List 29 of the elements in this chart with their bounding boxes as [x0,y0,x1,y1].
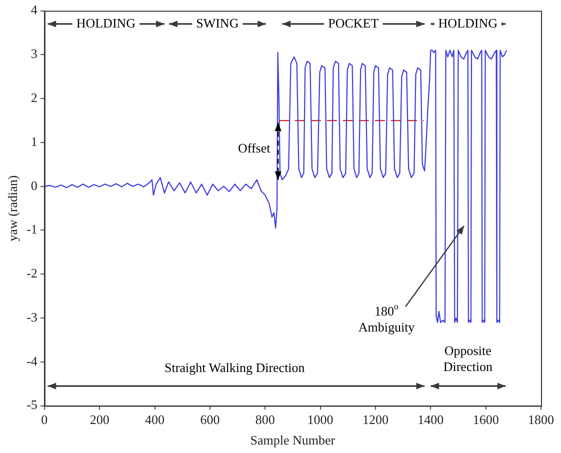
y-tick-label: 3 [30,46,38,62]
x-tick-label: 1400 [418,412,444,428]
y-tick-label: -1 [26,222,38,237]
annotation: SWING [196,15,239,30]
y-tick-label: 4 [30,2,38,18]
y-tick-label: 2 [30,90,38,105]
y-tick-label: 1 [30,134,38,149]
annotation: HOLDING [76,15,136,30]
x-tick-label: 1000 [307,412,334,428]
annotation: Straight Walking Direction [164,360,306,375]
x-tick-label: 0 [41,412,48,428]
x-tick-label: 1600 [472,412,499,428]
annotation: POCKET [328,15,379,30]
annotation: Opposite Direction [443,343,493,374]
x-tick-label: 600 [200,412,220,428]
y-axis-title: yaw (radian) [5,175,20,242]
annotation: Offset [238,140,271,156]
x-tick-label: 1800 [528,412,554,428]
y-tick-label: -4 [26,353,38,368]
x-tick-label: 1200 [362,412,388,428]
y-tick-label: -2 [26,266,38,281]
y-tick-label: 0 [30,178,38,193]
y-tick-label: -5 [26,397,38,412]
annotation: HOLDING [438,15,498,30]
x-tick-label: 800 [255,412,275,428]
y-tick-label: -3 [26,309,38,324]
x-axis-title: Sample Number [250,432,336,448]
x-tick-label: 400 [145,412,165,428]
x-tick-label: 200 [90,412,110,428]
